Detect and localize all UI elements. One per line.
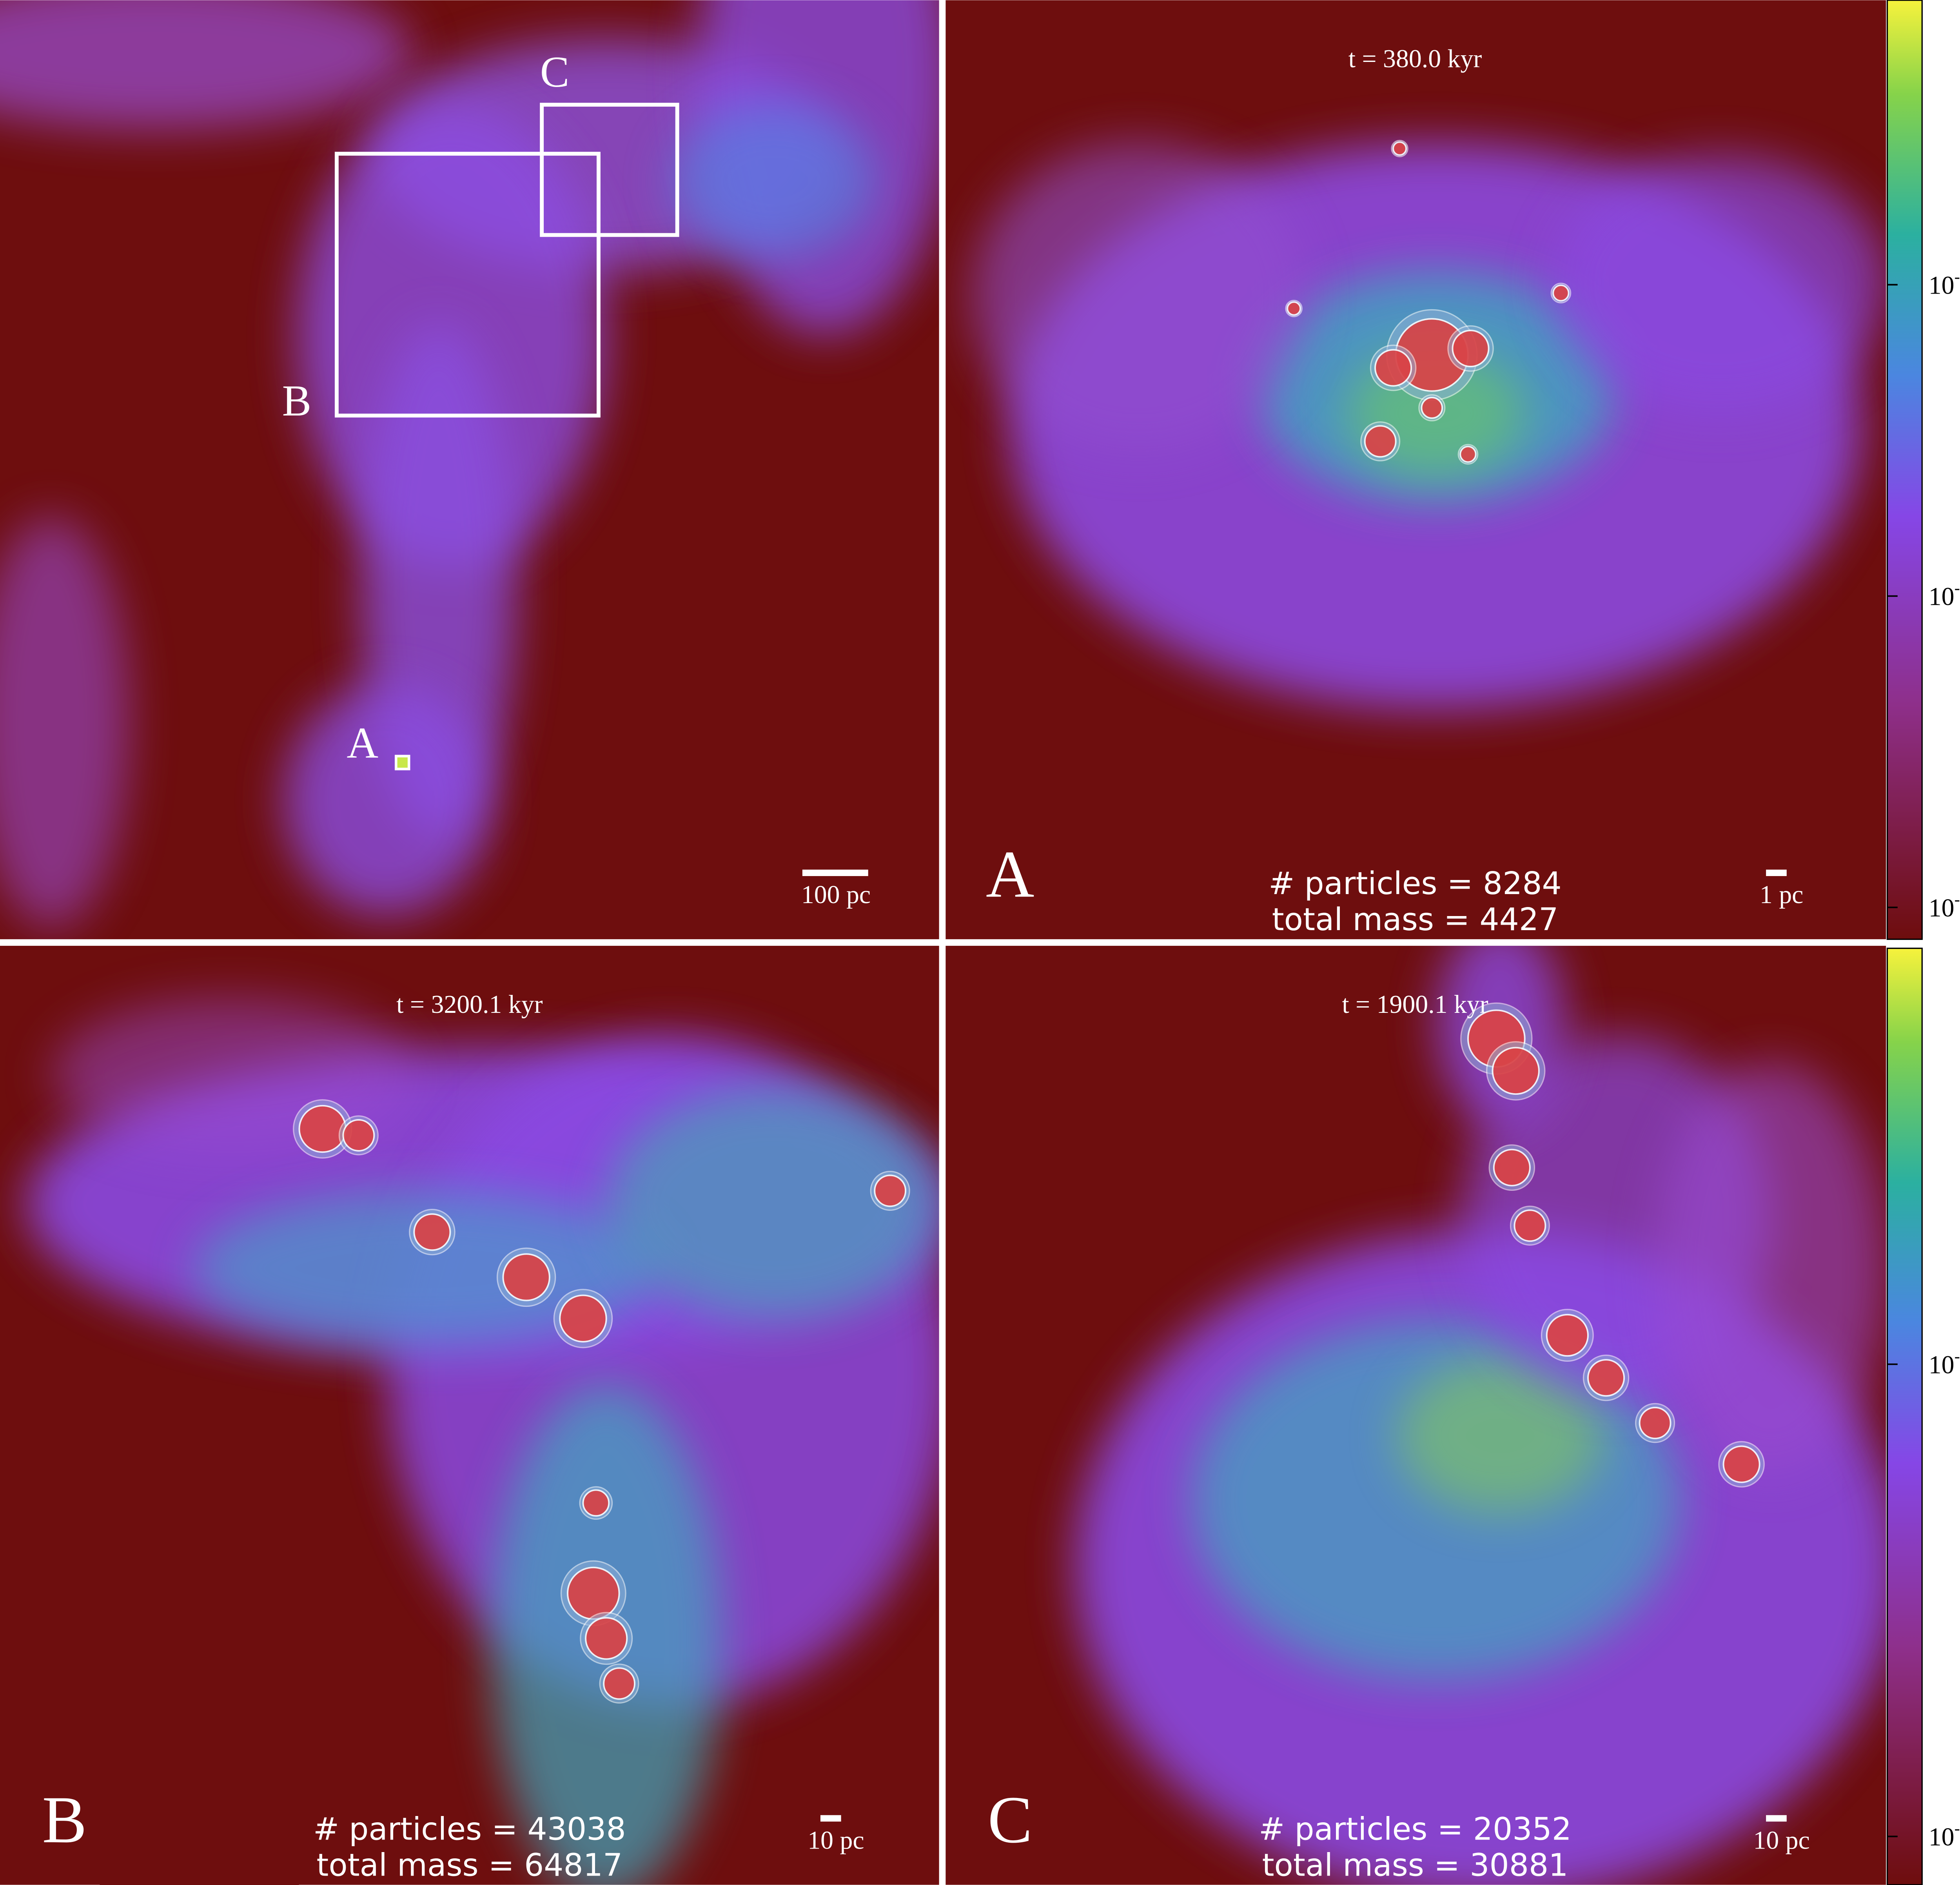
sink-particle xyxy=(560,1295,606,1342)
scale-label: 1 pc xyxy=(1760,880,1803,909)
zoom-box xyxy=(396,756,409,769)
colorbar-tick-label: 10-3 xyxy=(1929,890,1960,922)
tick-exponent: -3 xyxy=(1955,1820,1960,1838)
time-label: t = 3200.1 kyr xyxy=(396,990,543,1019)
sink-particle xyxy=(1365,426,1396,457)
particle-count: # particles = 20352 xyxy=(1259,1811,1572,1847)
box-label: A xyxy=(347,718,378,767)
total-mass: total mass = 30881 xyxy=(1262,1847,1568,1883)
sink-particle xyxy=(1393,142,1406,155)
sink-particle xyxy=(343,1120,374,1151)
density-map xyxy=(0,0,955,942)
panel-letter: C xyxy=(988,1783,1033,1857)
colorbar-tick-label: 10-2 xyxy=(1929,1347,1960,1379)
colorbar xyxy=(1887,0,1922,940)
tick-base: 10 xyxy=(1929,271,1955,299)
sink-particle xyxy=(583,1490,609,1516)
tick-base: 10 xyxy=(1929,894,1955,922)
gas-region xyxy=(671,103,877,258)
sink-particle xyxy=(568,1568,619,1619)
tick-base: 10 xyxy=(1929,1350,1955,1379)
scale-label: 10 pc xyxy=(808,1826,864,1854)
tick-base: 10 xyxy=(1929,582,1955,611)
panel-letter: A xyxy=(986,838,1034,912)
density-map xyxy=(946,920,1900,1885)
sink-particle xyxy=(414,1214,450,1250)
time-label: t = 380.0 kyr xyxy=(1348,45,1482,73)
colorbar-tick-label: 10-3 xyxy=(1929,1820,1960,1852)
total-mass: total mass = 4427 xyxy=(1272,902,1559,938)
sink-particle xyxy=(1421,397,1442,418)
sink-particle xyxy=(1452,330,1488,366)
tick-exponent: -2 xyxy=(1955,1347,1960,1366)
scale-label: 10 pc xyxy=(1753,1826,1809,1854)
sink-particle xyxy=(1375,350,1411,386)
particle-count: # particles = 8284 xyxy=(1269,865,1562,902)
tick-exponent: -3 xyxy=(1955,890,1960,909)
gas-region xyxy=(284,684,490,916)
sink-particle xyxy=(1287,302,1300,315)
density-map xyxy=(946,0,1887,942)
separator xyxy=(0,939,1886,945)
panel-letter: B xyxy=(42,1783,87,1857)
tick-base: 10 xyxy=(1929,1823,1955,1851)
tick-exponent: -1 xyxy=(1955,268,1960,286)
total-mass: total mass = 64817 xyxy=(316,1847,622,1883)
box-label: B xyxy=(282,377,312,425)
sink-particle xyxy=(1553,285,1568,301)
box-label: C xyxy=(540,48,570,96)
sink-particle xyxy=(1460,446,1475,462)
sink-particle xyxy=(1724,1446,1760,1482)
scale-bar xyxy=(802,870,868,876)
scale-label: 100 pc xyxy=(801,880,871,909)
tick-exponent: -2 xyxy=(1955,579,1960,597)
sink-particle xyxy=(604,1668,635,1699)
scale-bar xyxy=(1766,1815,1787,1822)
colorbar-tick-label: 10-2 xyxy=(1929,579,1960,611)
colorbar xyxy=(1887,948,1922,1885)
sink-particle xyxy=(1492,1048,1539,1094)
particle-count: # particles = 43038 xyxy=(313,1811,626,1847)
sink-particle xyxy=(1588,1360,1624,1396)
sink-particle xyxy=(875,1175,906,1206)
colorbar-tick-label: 10-1 xyxy=(1929,268,1960,300)
gas-region xyxy=(1655,1062,1887,1475)
sink-particle xyxy=(1640,1408,1671,1439)
scale-bar xyxy=(820,1815,841,1822)
sink-particle xyxy=(1494,1150,1530,1186)
sink-particle xyxy=(1547,1315,1588,1356)
gas-region xyxy=(1552,155,1887,413)
gas-region xyxy=(971,142,1307,452)
scale-bar xyxy=(1766,870,1787,876)
time-label: t = 1900.1 kyr xyxy=(1342,990,1488,1019)
sink-particle xyxy=(503,1254,549,1300)
density-map xyxy=(0,946,955,1885)
sink-particle xyxy=(586,1618,627,1659)
sink-particle xyxy=(299,1106,345,1152)
sink-particle xyxy=(1514,1210,1545,1241)
